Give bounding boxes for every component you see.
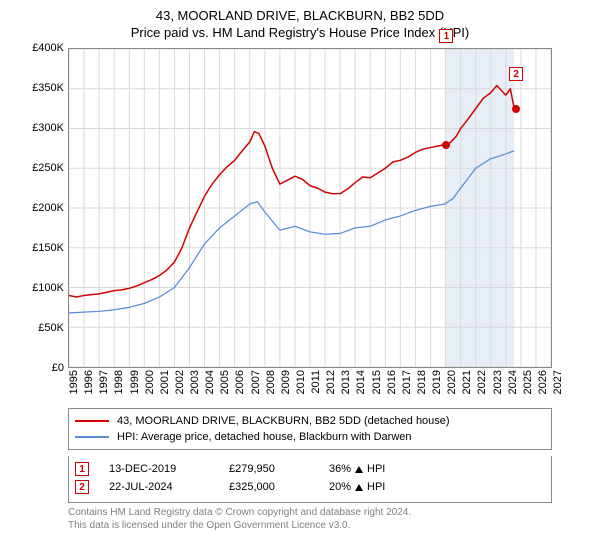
x-tick-label: 2027 xyxy=(552,370,564,394)
sale-row: 2 22-JUL-2024 £325,000 20% HPI xyxy=(75,478,545,496)
chart-area: £0£50K£100K£150K£200K£250K£300K£350K£400… xyxy=(20,48,580,368)
y-tick-label: £100K xyxy=(32,282,64,294)
x-tick-label: 2022 xyxy=(476,370,488,394)
x-tick-label: 2006 xyxy=(234,370,246,394)
x-tick-label: 2002 xyxy=(174,370,186,394)
x-tick-label: 2007 xyxy=(250,370,262,394)
sale-date: 22-JUL-2024 xyxy=(109,481,209,493)
x-tick-label: 1997 xyxy=(98,370,110,394)
x-tick-label: 2014 xyxy=(355,370,367,394)
x-tick-label: 2015 xyxy=(371,370,383,394)
x-tick-label: 2005 xyxy=(219,370,231,394)
arrow-up-icon xyxy=(355,484,363,491)
y-axis: £0£50K£100K£150K£200K£250K£300K£350K£400… xyxy=(20,48,68,368)
legend-row: HPI: Average price, detached house, Blac… xyxy=(75,429,545,445)
x-tick-label: 2011 xyxy=(310,370,322,394)
y-tick-label: £250K xyxy=(32,162,64,174)
legend-box: 43, MOORLAND DRIVE, BLACKBURN, BB2 5DD (… xyxy=(68,408,552,450)
arrow-up-icon xyxy=(355,466,363,473)
sales-table: 1 13-DEC-2019 £279,950 36% HPI 2 22-JUL-2024 £3… xyxy=(20,456,580,503)
x-axis: 1995199619971998 199920002001200220032004… xyxy=(68,370,552,402)
chart-svg xyxy=(69,49,551,367)
y-tick-label: £350K xyxy=(32,82,64,94)
x-tick-label: 2003 xyxy=(189,370,201,394)
x-tick-label: 2021 xyxy=(461,370,473,394)
y-tick-label: £150K xyxy=(32,242,64,254)
x-tick-label: 2008 xyxy=(265,370,277,394)
y-tick-label: £50K xyxy=(38,322,64,334)
title-main: 43, MOORLAND DRIVE, BLACKBURN, BB2 5DD xyxy=(10,8,590,23)
legend: 43, MOORLAND DRIVE, BLACKBURN, BB2 5DD (… xyxy=(20,408,580,450)
sale-hpi-pct: 36% xyxy=(329,463,351,475)
x-tick-label: 2023 xyxy=(492,370,504,394)
x-tick-label: 2025 xyxy=(522,370,534,394)
footer-line-1: Contains HM Land Registry data © Crown c… xyxy=(68,507,552,520)
sale-point-dot xyxy=(512,105,520,113)
x-tick-label: 2012 xyxy=(325,370,337,394)
sale-marker-box: 2 xyxy=(509,67,523,81)
footer-line-2: This data is licensed under the Open Gov… xyxy=(68,520,552,533)
legend-swatch xyxy=(75,436,109,438)
legend-swatch xyxy=(75,420,109,422)
sale-hpi-label: HPI xyxy=(367,481,385,493)
x-tick-label: 2016 xyxy=(386,370,398,394)
y-tick-label: £400K xyxy=(32,42,64,54)
sale-hpi-pct: 20% xyxy=(329,481,351,493)
plot-area: 12 xyxy=(68,48,552,368)
x-tick-label: 1998 xyxy=(113,370,125,394)
x-tick-label: 2001 xyxy=(159,370,171,394)
sale-marker: 2 xyxy=(75,480,89,494)
sales-box: 1 13-DEC-2019 £279,950 36% HPI 2 22-JUL-2024 £3… xyxy=(68,456,552,503)
titles: 43, MOORLAND DRIVE, BLACKBURN, BB2 5DD P… xyxy=(10,8,590,40)
x-tick-label: 2024 xyxy=(507,370,519,394)
y-tick-label: £300K xyxy=(32,122,64,134)
sale-price: £279,950 xyxy=(229,463,309,475)
x-tick-label: 2019 xyxy=(431,370,443,394)
x-tick-label: 1995 xyxy=(68,370,80,394)
sale-hpi: 20% HPI xyxy=(329,481,385,493)
legend-label: 43, MOORLAND DRIVE, BLACKBURN, BB2 5DD (… xyxy=(117,415,450,427)
legend-row: 43, MOORLAND DRIVE, BLACKBURN, BB2 5DD (… xyxy=(75,413,545,429)
x-tick-label: 2009 xyxy=(280,370,292,394)
x-tick-label: 2004 xyxy=(204,370,216,394)
x-tick-label: 2026 xyxy=(537,370,549,394)
x-tick-label: 2018 xyxy=(416,370,428,394)
footer: Contains HM Land Registry data © Crown c… xyxy=(20,507,580,532)
sale-price: £325,000 xyxy=(229,481,309,493)
sale-hpi-label: HPI xyxy=(367,463,385,475)
sale-hpi: 36% HPI xyxy=(329,463,385,475)
x-tick-label: 2017 xyxy=(401,370,413,394)
sale-marker: 1 xyxy=(75,462,89,476)
x-axis-wrap: 1995199619971998 199920002001200220032004… xyxy=(20,368,580,402)
sale-point-dot xyxy=(442,141,450,149)
chart-container: 43, MOORLAND DRIVE, BLACKBURN, BB2 5DD P… xyxy=(0,0,600,560)
x-tick-label: 2020 xyxy=(446,370,458,394)
sale-row: 1 13-DEC-2019 £279,950 36% HPI xyxy=(75,460,545,478)
x-tick-label: 1999 xyxy=(129,370,141,394)
sale-date: 13-DEC-2019 xyxy=(109,463,209,475)
x-tick-label: 2010 xyxy=(295,370,307,394)
title-sub: Price paid vs. HM Land Registry's House … xyxy=(10,25,590,40)
x-tick-label: 1996 xyxy=(83,370,95,394)
x-tick-label: 2013 xyxy=(340,370,352,394)
x-tick-label: 2000 xyxy=(144,370,156,394)
legend-label: HPI: Average price, detached house, Blac… xyxy=(117,431,412,443)
sale-marker-box: 1 xyxy=(439,29,453,43)
y-tick-label: £200K xyxy=(32,202,64,214)
